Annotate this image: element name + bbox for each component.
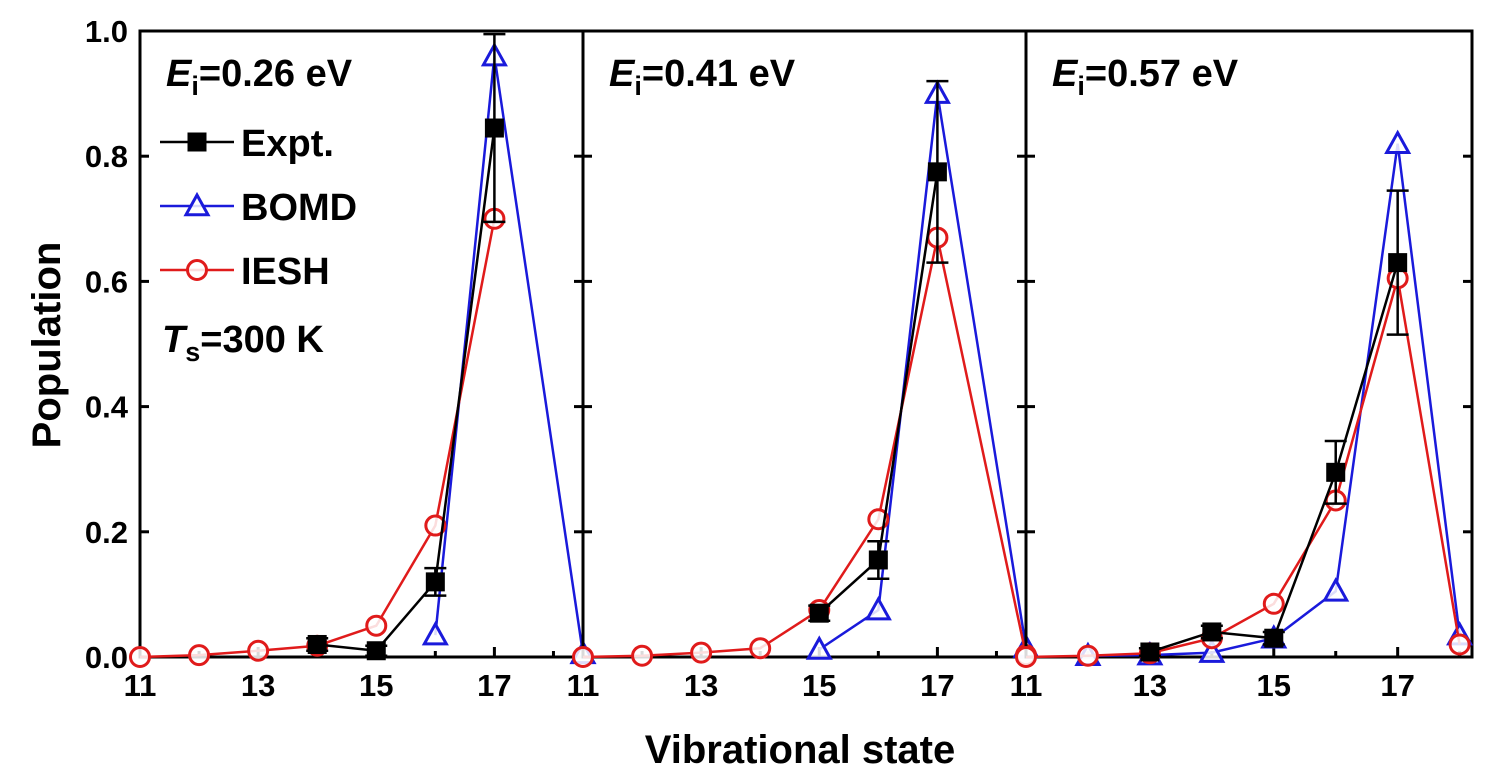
y-tick-label: 0.6 <box>85 264 128 299</box>
series-bomd <box>805 79 1040 660</box>
panel-title-symbol: E <box>166 53 193 95</box>
expt-point-marker <box>1326 462 1346 482</box>
x-tick-label: 17 <box>1380 668 1414 703</box>
panel-title-value: =0.26 eV <box>199 53 353 95</box>
iesh-point-marker <box>631 644 654 667</box>
panel-title-value: =0.57 eV <box>1085 53 1239 95</box>
expt-point-marker <box>809 603 829 623</box>
note-symbol: T <box>162 319 188 361</box>
expt-point-marker <box>1388 253 1408 273</box>
expt-point-marker <box>425 572 445 592</box>
legend-point-marker <box>186 259 208 281</box>
panel-title-value: =0.41 eV <box>642 53 796 95</box>
x-tick-label: 17 <box>477 668 511 703</box>
iesh-point-marker <box>1076 644 1099 667</box>
note-value: =300 K <box>200 319 324 361</box>
expt-point-marker <box>927 162 947 182</box>
x-tick-label: 15 <box>1257 668 1291 703</box>
series-expt <box>306 32 506 661</box>
panel-title-subscript: i <box>634 71 642 101</box>
expt-line <box>317 127 496 653</box>
note-subscript: s <box>185 337 200 367</box>
x-tick-label: 11 <box>1010 668 1043 703</box>
expt-point-marker <box>484 118 504 138</box>
y-tick-label: 1.0 <box>85 14 128 49</box>
iesh-point-marker <box>247 639 270 662</box>
bomd-point-marker <box>864 595 892 621</box>
legend-entry-iesh: IESH <box>160 251 330 293</box>
iesh-point-marker <box>424 514 447 537</box>
series-expt <box>808 79 949 623</box>
iesh-point-marker <box>188 644 211 667</box>
expt-point-marker <box>1202 622 1222 642</box>
expt-point-marker <box>307 634 327 654</box>
legend-point-marker <box>183 191 211 217</box>
iesh-point-marker <box>572 646 594 668</box>
legend-label: IESH <box>241 251 330 293</box>
bomd-point-marker <box>421 621 449 646</box>
panel-frame <box>1024 29 1474 659</box>
y-tick-label: 0.2 <box>85 515 128 550</box>
legend: Expt. BOMD IESH Ts=300 K <box>160 123 357 367</box>
y-tick-label: 0.4 <box>85 390 129 425</box>
bomd-point-marker <box>805 635 833 660</box>
y-tick-label: 0.8 <box>85 139 128 174</box>
iesh-point-marker <box>749 637 772 660</box>
iesh-point-marker <box>129 646 151 668</box>
expt-point-marker <box>1140 642 1160 662</box>
legend-label: BOMD <box>241 187 357 229</box>
panel-3: 11 13 15 17 Ei=0.57 eV <box>1010 29 1474 703</box>
axis-labels-layer: Population Vibrational state <box>25 242 955 772</box>
bomd-line <box>434 55 585 655</box>
panel-title-symbol: E <box>609 53 636 95</box>
bomd-point-marker <box>1198 638 1226 663</box>
y-tick-label: 0.0 <box>85 640 128 675</box>
legend-entry-expt: Expt. <box>160 123 334 165</box>
expt-point-marker <box>1264 628 1284 648</box>
panel-title: Ei=0.26 eV <box>166 53 353 101</box>
panel-2: 11 13 15 17 Ei=0.41 eV <box>567 29 1040 703</box>
series-bomd <box>1074 129 1474 667</box>
x-axis-title: Vibrational state <box>645 728 955 772</box>
iesh-point-marker <box>365 614 388 637</box>
panel-1: 0.0 0.2 0.4 0.6 0.8 1.0 11 13 15 17 Ei=0.26 eV <box>85 14 597 703</box>
iesh-point-marker <box>690 641 713 664</box>
bomd-point-marker <box>1384 129 1412 154</box>
x-tick-label: 11 <box>124 668 157 703</box>
x-tick-label: 17 <box>920 668 954 703</box>
legend-entry-bomd: BOMD <box>160 187 357 229</box>
legend-point-marker <box>187 132 207 152</box>
iesh-line <box>582 237 1028 659</box>
iesh-point-marker <box>1015 646 1037 668</box>
x-tick-label: 15 <box>359 668 393 703</box>
iesh-point-marker <box>1448 633 1471 656</box>
series-bomd <box>421 41 597 665</box>
x-tick-label: 13 <box>1133 668 1167 703</box>
x-tick-label: 13 <box>241 668 275 703</box>
bomd-line <box>818 93 1028 651</box>
bomd-line <box>1087 143 1461 657</box>
series-iesh <box>572 226 1037 668</box>
expt-point-marker <box>366 641 386 661</box>
temperature-note: Ts=300 K <box>162 319 324 367</box>
series-iesh <box>1015 267 1471 668</box>
panel-title-subscript: i <box>1077 71 1085 101</box>
panel-title-symbol: E <box>1052 53 1079 95</box>
x-tick-label: 13 <box>684 668 718 703</box>
legend-label: Expt. <box>241 123 334 165</box>
series-expt <box>1138 189 1409 662</box>
iesh-point-marker <box>1262 592 1285 615</box>
x-tick-label: 15 <box>802 668 836 703</box>
panel-title: Ei=0.57 eV <box>1052 53 1239 101</box>
x-tick-label: 11 <box>567 668 600 703</box>
expt-point-marker <box>868 550 888 570</box>
panel-title-subscript: i <box>191 71 199 101</box>
panel-title: Ei=0.41 eV <box>609 53 796 101</box>
bomd-point-marker <box>1322 577 1350 602</box>
y-axis-title: Population <box>25 242 69 449</box>
